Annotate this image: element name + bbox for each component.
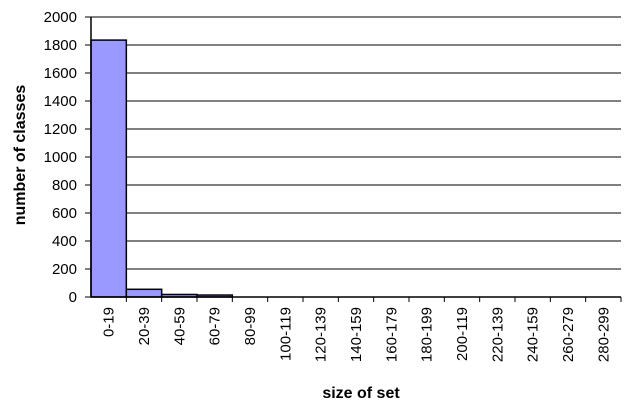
y-tick-label: 800 (52, 177, 77, 194)
y-tick-label: 200 (52, 261, 77, 278)
x-tick-label: 100-119 (277, 307, 294, 361)
x-tick-label: 220-139 (489, 307, 506, 362)
x-axis-title: size of set (322, 385, 400, 402)
y-tick-label: 2000 (44, 9, 77, 26)
y-tick-label: 1200 (44, 121, 77, 138)
x-tick-label: 0-19 (101, 307, 118, 337)
axes (90, 17, 621, 298)
x-tick-label: 80-99 (242, 307, 259, 345)
bar-0-19 (90, 39, 128, 298)
x-tick-label: 280-299 (595, 307, 612, 362)
x-tick-label: 240-159 (525, 307, 542, 362)
x-tick-label: 160-179 (383, 307, 400, 362)
x-tick-label: 140-159 (348, 307, 365, 362)
gridlines (85, 16, 622, 302)
bar-20-39 (125, 288, 163, 298)
x-tick-label: 200-119 (454, 307, 471, 361)
x-tick-label: 180-199 (419, 307, 436, 362)
y-tick-labels: 0 200 400 600 800 1000 1200 1400 1600 1800 2000 (44, 9, 77, 306)
y-tick-label: 600 (52, 205, 77, 222)
bars (90, 39, 234, 298)
x-tick-label: 20-39 (136, 307, 153, 345)
x-tick-label: 40-59 (171, 307, 188, 345)
y-tick-label: 1600 (44, 65, 77, 82)
y-tick-label: 400 (52, 233, 77, 250)
x-tick-labels: 0-19 20-39 40-59 60-79 80-99 100-119 120-139 14… (101, 307, 613, 362)
y-axis-title: number of classes (12, 85, 29, 226)
x-tick-label: 60-79 (207, 307, 224, 345)
y-tick-label: 1800 (44, 37, 77, 54)
y-tick-label: 0 (69, 289, 77, 306)
x-tick-label: 260-279 (560, 307, 577, 362)
y-tick-label: 1400 (44, 93, 77, 110)
x-tick-label: 120-139 (313, 307, 330, 362)
y-tick-label: 1000 (44, 149, 77, 166)
